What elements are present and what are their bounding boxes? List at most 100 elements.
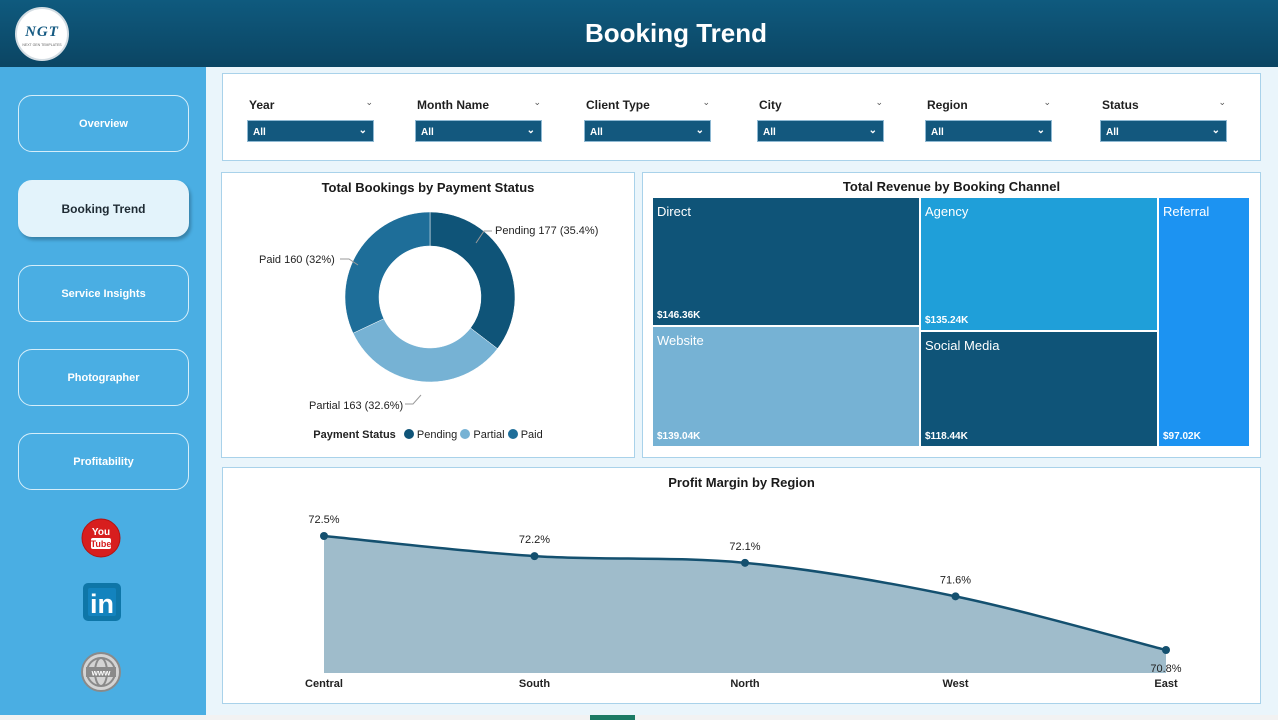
linkedin-icon[interactable]: in bbox=[82, 582, 122, 622]
filter-city-value: All bbox=[763, 127, 776, 138]
page-tabs-bar bbox=[0, 715, 1278, 720]
treemap-value-website: $139.04K bbox=[657, 431, 701, 442]
treemap-cell-social-media[interactable]: Social Media $118.44K bbox=[921, 332, 1157, 446]
sidebar: Overview Booking Trend Service Insights … bbox=[0, 67, 206, 715]
donut-leader-line bbox=[405, 394, 422, 405]
logo-text: NGT bbox=[25, 24, 59, 40]
chevron-down-icon[interactable]: ⌄ bbox=[1043, 97, 1051, 107]
area-value-label: 72.5% bbox=[308, 514, 339, 526]
donut-label-paid: Paid 160 (32%) bbox=[259, 254, 335, 266]
company-logo[interactable]: NGT NEXT GEN TEMPLATES bbox=[15, 7, 69, 61]
area-chart-panel: Profit Margin by Region 72.5% 72.2% 72.1… bbox=[222, 467, 1261, 704]
area-value-label: 72.2% bbox=[519, 534, 550, 546]
filter-status-label: Status bbox=[1102, 98, 1139, 112]
youtube-icon[interactable]: You Tube bbox=[81, 518, 121, 558]
treemap-value-referral: $97.02K bbox=[1163, 431, 1201, 442]
chevron-down-icon[interactable]: ⌄ bbox=[365, 97, 373, 107]
globe-icon[interactable]: www bbox=[81, 652, 121, 692]
area-point-north[interactable] bbox=[741, 558, 749, 567]
filter-status-value: All bbox=[1106, 127, 1119, 138]
donut-slice-partial[interactable] bbox=[352, 318, 498, 383]
x-tick-label: North bbox=[730, 678, 760, 690]
treemap-value-agency: $135.24K bbox=[925, 315, 969, 326]
filter-panel: Year ⌄ All ⌄ Month Name ⌄ All ⌄ Client Typ… bbox=[222, 73, 1261, 161]
filter-year-select[interactable]: All ⌄ bbox=[247, 120, 374, 142]
filter-year-value: All bbox=[253, 127, 266, 138]
nav-photographer-label: Photographer bbox=[67, 371, 140, 384]
donut-label-partial: Partial 163 (32.6%) bbox=[309, 400, 403, 412]
active-page-tab[interactable] bbox=[590, 715, 635, 720]
x-tick-label: East bbox=[1154, 678, 1178, 690]
donut-legend-title: Payment Status bbox=[313, 429, 396, 441]
svg-text:www: www bbox=[91, 669, 111, 678]
treemap-name-agency: Agency bbox=[925, 204, 969, 219]
chevron-down-icon: ⌄ bbox=[695, 125, 704, 136]
nav-service-insights-label: Service Insights bbox=[61, 287, 146, 300]
nav-profitability-label: Profitability bbox=[73, 455, 134, 468]
donut-legend-pending[interactable]: Pending bbox=[416, 429, 458, 441]
treemap-name-direct: Direct bbox=[657, 204, 691, 219]
legend-dot-pending bbox=[403, 429, 414, 439]
donut-slice-pending[interactable] bbox=[429, 211, 516, 350]
x-tick-label: South bbox=[519, 678, 550, 690]
donut-leader-line bbox=[475, 230, 492, 244]
donut-chart: Pending 177 (35.4%) Paid 160 (32%) Parti… bbox=[259, 211, 598, 412]
nav-booking-trend-button[interactable]: Booking Trend bbox=[18, 180, 189, 237]
nav-photographer-button[interactable]: Photographer bbox=[18, 349, 189, 406]
x-tick-label: Central bbox=[305, 678, 343, 690]
donut-leader-line bbox=[340, 258, 359, 266]
filter-city-select[interactable]: All ⌄ bbox=[757, 120, 884, 142]
donut-legend-paid[interactable]: Paid bbox=[520, 429, 543, 441]
filter-month-name-select[interactable]: All ⌄ bbox=[415, 120, 542, 142]
chevron-down-icon[interactable]: ⌄ bbox=[702, 97, 710, 107]
treemap-name-social-media: Social Media bbox=[925, 338, 1000, 353]
treemap-cell-direct[interactable]: Direct $146.36K bbox=[653, 198, 919, 325]
area-chart: 72.5% 72.2% 72.1% 71.6% 70.8% Central So… bbox=[305, 514, 1182, 690]
filter-client-type-select[interactable]: All ⌄ bbox=[584, 120, 711, 142]
chevron-down-icon: ⌄ bbox=[526, 125, 535, 136]
area-chart-title: Profit Margin by Region bbox=[668, 475, 815, 490]
chevron-down-icon: ⌄ bbox=[1211, 125, 1220, 136]
nav-service-insights-button[interactable]: Service Insights bbox=[18, 265, 189, 322]
area-value-label: 70.8% bbox=[1150, 663, 1181, 675]
content-area: Year ⌄ All ⌄ Month Name ⌄ All ⌄ Client Typ… bbox=[206, 67, 1278, 715]
svg-text:You: You bbox=[92, 527, 110, 538]
x-tick-label: West bbox=[942, 678, 968, 690]
donut-label-pending: Pending 177 (35.4%) bbox=[495, 225, 598, 237]
filter-client-type-value: All bbox=[590, 127, 603, 138]
legend-dot-paid bbox=[507, 429, 518, 439]
treemap-cell-referral[interactable]: Referral $97.02K bbox=[1159, 198, 1249, 446]
area-point-east[interactable] bbox=[1162, 646, 1170, 654]
chevron-down-icon[interactable]: ⌄ bbox=[875, 97, 883, 107]
filter-month-name-label: Month Name bbox=[417, 98, 489, 112]
area-fill bbox=[324, 536, 1166, 673]
svg-text:in: in bbox=[90, 589, 114, 619]
nav-overview-label: Overview bbox=[79, 117, 128, 130]
chevron-down-icon[interactable]: ⌄ bbox=[1218, 97, 1226, 107]
treemap-title: Total Revenue by Booking Channel bbox=[842, 179, 1061, 194]
filter-region-select[interactable]: All ⌄ bbox=[925, 120, 1052, 142]
page-title: Booking Trend bbox=[585, 18, 767, 48]
treemap-value-social-media: $118.44K bbox=[925, 431, 968, 442]
chevron-down-icon[interactable]: ⌄ bbox=[533, 97, 541, 107]
header-bar: NGT NEXT GEN TEMPLATES Booking Trend bbox=[0, 0, 1278, 67]
nav-profitability-button[interactable]: Profitability bbox=[18, 433, 189, 490]
treemap-value-direct: $146.36K bbox=[657, 310, 701, 321]
svg-text:Tube: Tube bbox=[91, 539, 112, 549]
area-point-west[interactable] bbox=[951, 592, 960, 601]
donut-slice-paid[interactable] bbox=[344, 211, 431, 334]
nav-overview-button[interactable]: Overview bbox=[18, 95, 189, 152]
treemap-panel: Total Revenue by Booking Channel Direct … bbox=[642, 172, 1261, 458]
area-value-label: 72.1% bbox=[729, 541, 760, 553]
treemap-cell-agency[interactable]: Agency $135.24K bbox=[921, 198, 1157, 330]
area-point-central[interactable] bbox=[320, 532, 328, 540]
filter-year-label: Year bbox=[249, 98, 275, 112]
filter-status-select[interactable]: All ⌄ bbox=[1100, 120, 1227, 142]
donut-legend-partial[interactable]: Partial bbox=[473, 429, 505, 441]
donut-legend: Payment Status Pending Partial Paid bbox=[222, 429, 634, 441]
filter-region-label: Region bbox=[927, 98, 968, 112]
filter-client-type-label: Client Type bbox=[586, 98, 650, 112]
treemap-cell-website[interactable]: Website $139.04K bbox=[653, 327, 919, 446]
filter-city-label: City bbox=[759, 98, 782, 112]
area-point-south[interactable] bbox=[530, 552, 539, 561]
